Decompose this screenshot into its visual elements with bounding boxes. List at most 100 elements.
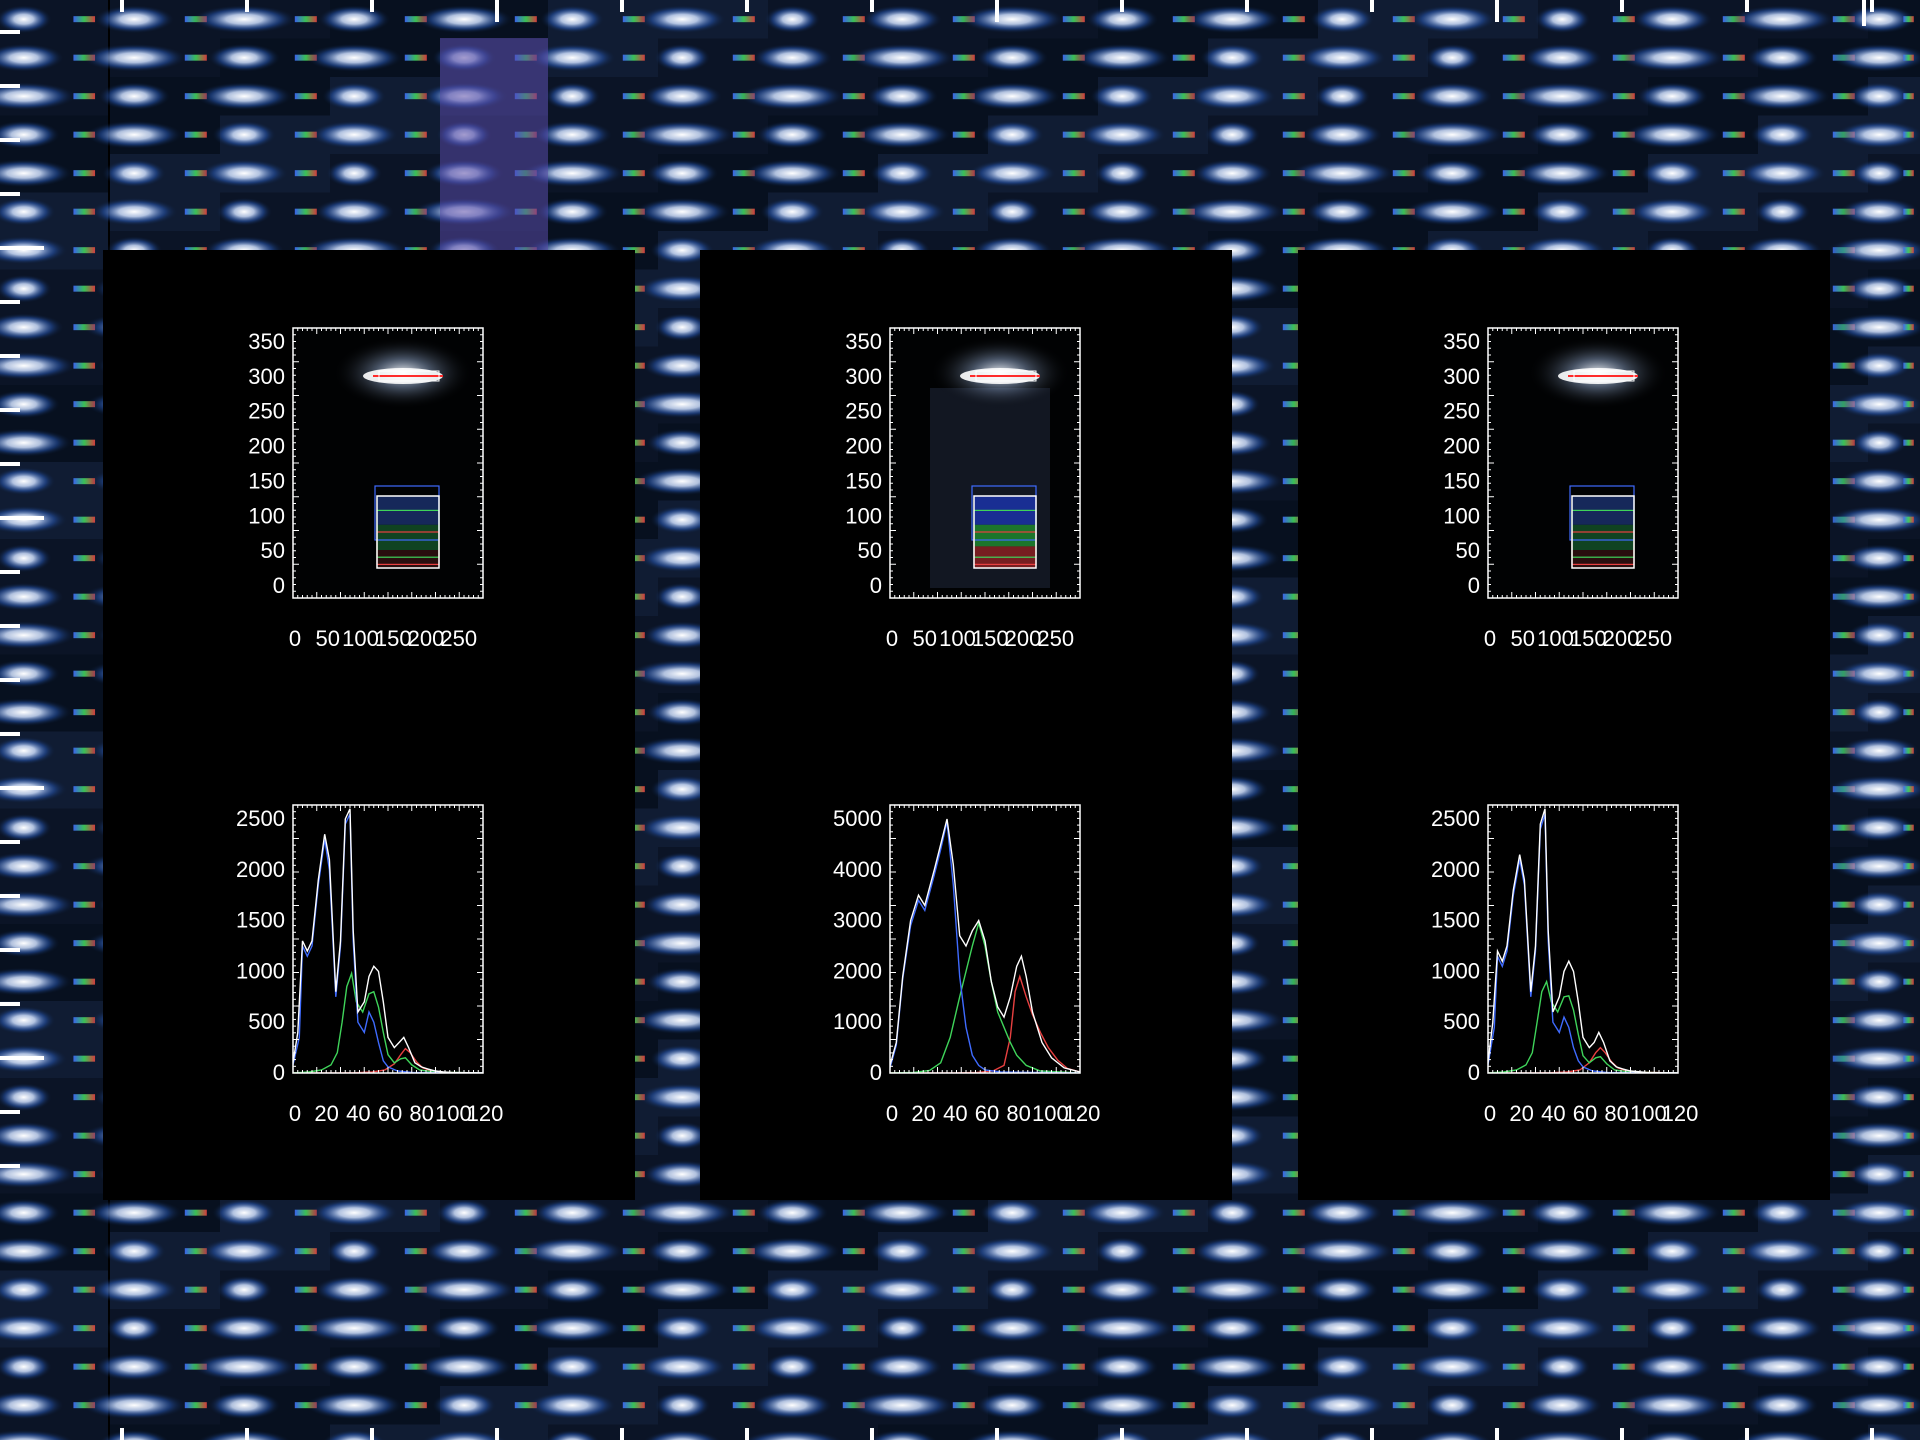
image-y-tick-label: 0 [273, 573, 285, 598]
mosaic-tile [314, 192, 440, 231]
mosaic-tile [528, 38, 658, 77]
image-y-tick-label: 350 [1443, 329, 1480, 354]
chart-y-tick-label: 4000 [833, 857, 882, 882]
mosaic-tile [1526, 115, 1648, 154]
mosaic-tile [870, 1232, 988, 1271]
mosaic-tile [0, 1155, 108, 1194]
image-x-tick-label: 250 [1635, 626, 1672, 651]
mosaic-tile [544, 77, 658, 116]
mosaic-tile [302, 1309, 440, 1348]
mosaic-tile [1843, 0, 1920, 39]
chart-y-tick-label: 1000 [236, 958, 285, 983]
mosaic-tile [1839, 731, 1920, 770]
chart-x-tick-label: 20 [314, 1101, 338, 1126]
chart-y-tick-label: 2000 [833, 958, 882, 983]
mosaic-tile [744, 154, 878, 193]
mosaic-tile [306, 1386, 440, 1425]
mosaic-tile [1831, 1116, 1920, 1155]
mosaic-tile [748, 1309, 878, 1348]
chart-x-tick-label: 20 [1509, 1101, 1533, 1126]
image-x-tick-label: 150 [375, 626, 412, 651]
image-x-tick-label: 200 [408, 626, 445, 651]
mosaic-tile [850, 38, 988, 77]
mosaic-tile [1290, 1232, 1428, 1271]
mosaic-tile [0, 731, 108, 770]
image-x-tick-label: 250 [1037, 626, 1074, 651]
image-y-tick-label: 300 [248, 364, 285, 389]
mosaic-tile [1192, 1232, 1318, 1271]
mosaic-tile [1839, 462, 1920, 501]
chart-x-tick-label: 60 [1573, 1101, 1597, 1126]
analysis-panel-3: 0 50 100 150 200 250 300 350 0 50 100 150 200 250 0 500… [1298, 250, 1830, 1200]
series-line-green [890, 920, 1080, 1073]
image-y-tick-label: 250 [845, 399, 882, 424]
mosaic-tile [192, 0, 330, 39]
mosaic-tile [1835, 385, 1920, 424]
mosaic-tile [744, 1232, 878, 1271]
mosaic-tile [1831, 308, 1920, 347]
mosaic-tile [960, 0, 1098, 39]
mosaic-tile [1848, 1424, 1920, 1440]
image-y-tick-label: 0 [870, 573, 882, 598]
chart-y-tick-label: 0 [273, 1060, 285, 1085]
mosaic-tile [1290, 154, 1428, 193]
mosaic-tile [1184, 0, 1318, 39]
mosaic-tile [0, 577, 108, 616]
mosaic-tile [204, 1309, 330, 1348]
image-y-tick-label: 250 [1443, 399, 1480, 424]
mosaic-tile [1620, 1386, 1758, 1425]
mosaic-tile [634, 192, 768, 231]
mosaic-tile [528, 1386, 658, 1425]
minor-ticks [889, 327, 1081, 599]
mosaic-tile [1408, 1347, 1538, 1386]
mosaic-tile [742, 1424, 878, 1440]
mosaic-tile [0, 1116, 108, 1155]
image-x-tick-label: 50 [316, 626, 340, 651]
mosaic-tile [0, 1270, 108, 1309]
analysis-panel-2: 0 50 100 150 200 250 300 350 0 50 100 150 200 250 0 100… [700, 250, 1232, 1200]
series-line-white [890, 818, 1080, 1073]
mosaic-tile [1847, 885, 1920, 924]
image-y-tick-label: 300 [1443, 364, 1480, 389]
mosaic-tile [216, 1270, 330, 1309]
mosaic-tile [520, 154, 658, 193]
mosaic-tile [1530, 192, 1648, 231]
image-y-tick-label: 150 [248, 468, 285, 493]
mosaic-tile [1827, 770, 1920, 809]
mosaic-tile [0, 962, 108, 1001]
mosaic-tile [965, 1424, 1098, 1440]
minor-ticks [889, 804, 1081, 1074]
mosaic-tile [322, 77, 440, 116]
image-x-tick-label: 100 [939, 626, 976, 651]
mosaic-tile [306, 38, 440, 77]
mosaic-tile [866, 77, 988, 116]
mosaic-tile [1839, 1270, 1920, 1309]
mosaic-tile [1843, 1347, 1920, 1386]
highlighted-tile-column [440, 38, 548, 250]
spectrum-region [374, 485, 440, 569]
minor-ticks [1487, 804, 1679, 1074]
mosaic-tile [0, 1232, 108, 1271]
mosaic-tile [82, 38, 220, 77]
mosaic-tile [1094, 154, 1208, 193]
mosaic-tile [326, 154, 440, 193]
mosaic-tile [216, 192, 330, 231]
chart-x-tick-label: 60 [975, 1101, 999, 1126]
chart-y-tick-label: 1500 [236, 908, 285, 933]
chart-x-tick-label: 40 [943, 1101, 967, 1126]
image-y-tick-label: 50 [261, 538, 285, 563]
mosaic-tile [858, 192, 988, 231]
image-y-tick-label: 200 [845, 434, 882, 459]
mosaic-tile [0, 77, 108, 116]
mosaic-tile [532, 115, 658, 154]
mosaic-tile [0, 1001, 108, 1040]
mosaic-tile [1827, 1309, 1920, 1348]
mosaic-tile [0, 616, 108, 655]
series-line-white [1488, 808, 1678, 1073]
mosaic-tile [643, 1424, 768, 1440]
image-y-tick-label: 150 [845, 468, 882, 493]
